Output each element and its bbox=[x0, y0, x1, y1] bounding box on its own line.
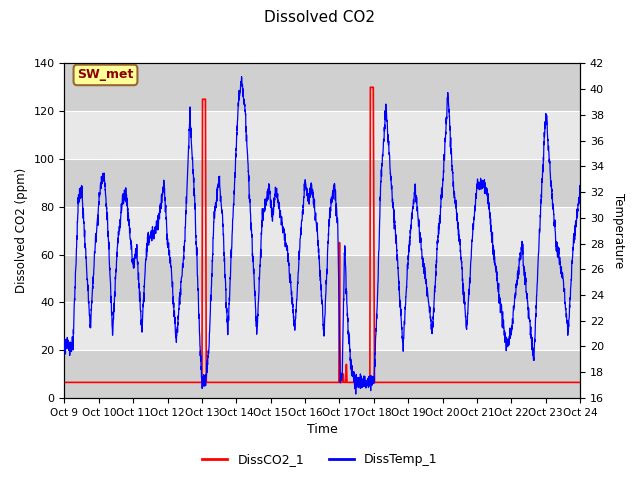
Text: SW_met: SW_met bbox=[77, 69, 134, 82]
X-axis label: Time: Time bbox=[307, 423, 338, 436]
Bar bbox=[65, 63, 580, 111]
Y-axis label: Dissolved CO2 (ppm): Dissolved CO2 (ppm) bbox=[15, 168, 28, 293]
Bar bbox=[65, 207, 580, 254]
Text: Dissolved CO2: Dissolved CO2 bbox=[264, 10, 376, 24]
Y-axis label: Temperature: Temperature bbox=[612, 193, 625, 268]
Bar bbox=[65, 302, 580, 350]
Bar bbox=[65, 159, 580, 207]
Legend: DissCO2_1, DissTemp_1: DissCO2_1, DissTemp_1 bbox=[197, 448, 443, 471]
Bar bbox=[65, 111, 580, 159]
Bar bbox=[65, 254, 580, 302]
Bar bbox=[65, 350, 580, 398]
